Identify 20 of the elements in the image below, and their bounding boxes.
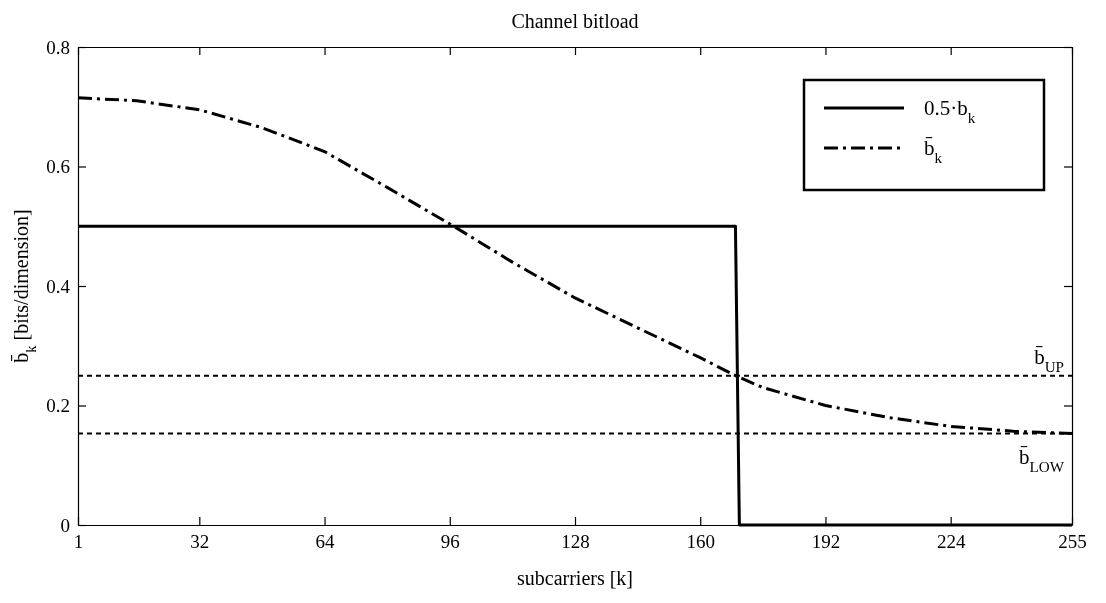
legend-label: b̄$_{k}$: [924, 136, 943, 166]
x-tick-label: 32: [190, 531, 210, 553]
x-tick-label: 64: [315, 531, 336, 553]
ref-line-label: b̄$_{LOW}$: [1019, 444, 1065, 475]
y-tick-label: 0.2: [46, 395, 70, 417]
y-tick-label: 0: [60, 514, 70, 536]
y-tick-label: 0.8: [46, 36, 70, 58]
x-tick-label: 255: [1058, 531, 1087, 553]
x-tick-label: 128: [561, 531, 590, 553]
y-tick-label: 0.6: [46, 156, 70, 178]
x-axis-title: subcarriers [k]: [516, 567, 634, 589]
y-tick-label: 0.4: [46, 275, 71, 297]
ref-line-label: b̄$_{UP}$: [1034, 344, 1064, 375]
x-tick-label: 192: [811, 531, 841, 553]
chart-title: Channel bitload: [511, 10, 639, 32]
legend-label: 0.5·b$_{k}$: [924, 96, 976, 126]
x-tick-label: 96: [440, 531, 460, 553]
x-tick-label: 224: [936, 531, 966, 553]
x-tick-label: 160: [686, 531, 715, 553]
x-tick-label: 1: [73, 531, 84, 553]
